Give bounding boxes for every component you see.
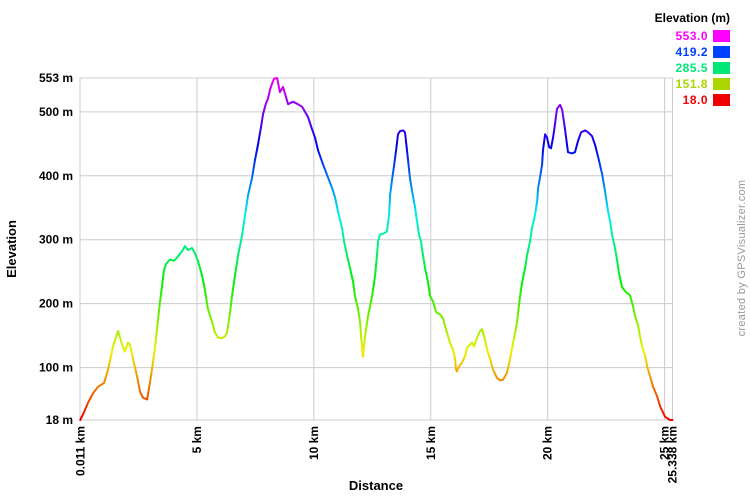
y-tick-label: 300 m: [39, 233, 73, 247]
legend-value: 553.0: [675, 29, 708, 43]
elevation-profile-line: [79, 77, 674, 421]
gpsvisualizer-credit: created by GPSVisualizer.com: [736, 179, 748, 337]
x-tick-label: 5 km: [190, 426, 204, 453]
y-tick-label: 200 m: [39, 297, 73, 311]
x-tick-label: 15 km: [424, 426, 438, 460]
x-tick-label: 0.011 km: [73, 426, 87, 476]
legend-row: 151.8: [655, 76, 730, 92]
legend-color-swatch: [713, 62, 730, 74]
legend-value: 419.2: [675, 45, 708, 59]
x-tick-label: 25.338 km: [666, 426, 680, 483]
x-tick-label: 25 km: [658, 426, 672, 460]
y-axis-title: Elevation: [4, 220, 19, 278]
legend-row: 18.0: [655, 92, 730, 108]
y-axis-tick-labels: 18 m 100 m 200 m 300 m 400 m 500 m 553 m: [39, 71, 73, 427]
y-tick-label: 100 m: [39, 361, 73, 375]
legend-row: 285.5: [655, 60, 730, 76]
legend-color-swatch: [713, 78, 730, 90]
y-tick-label: 553 m: [39, 71, 73, 85]
x-tick-label: 10 km: [307, 426, 321, 460]
chart-gridlines: [80, 78, 673, 420]
y-tick-label: 400 m: [39, 169, 73, 183]
y-tick-label: 18 m: [46, 413, 73, 427]
x-axis-title: Distance: [349, 478, 403, 493]
legend-row: 419.2: [655, 44, 730, 60]
legend-value: 151.8: [675, 77, 708, 91]
legend-rows: 553.0 419.2 285.5 151.8 18.0: [655, 28, 730, 108]
legend-color-swatch: [713, 94, 730, 106]
legend-row: 553.0: [655, 28, 730, 44]
legend-title: Elevation (m): [654, 11, 730, 25]
plot-border: [79, 77, 673, 421]
elevation-legend: Elevation (m) 553.0 419.2 285.5 151.8 18.0: [655, 11, 730, 108]
legend-value: 18.0: [682, 93, 708, 107]
legend-color-swatch: [713, 46, 730, 58]
legend-value: 285.5: [675, 61, 708, 75]
y-tick-label: 500 m: [39, 105, 73, 119]
legend-color-swatch: [713, 30, 730, 42]
x-tick-label: 20 km: [541, 426, 555, 460]
